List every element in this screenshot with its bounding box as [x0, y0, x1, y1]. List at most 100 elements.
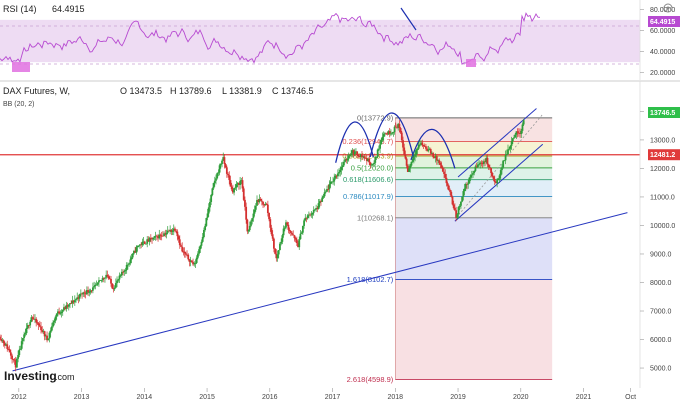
fib-zone	[395, 279, 553, 380]
candle-body	[43, 331, 46, 337]
close-value: C 13746.5	[272, 86, 314, 96]
candle-body	[356, 151, 359, 155]
candle-body	[229, 180, 232, 187]
candle-body	[116, 280, 118, 284]
candle-body	[250, 221, 252, 226]
candle-body	[338, 172, 340, 174]
candle-body	[190, 260, 193, 263]
candle-body	[117, 279, 120, 281]
candle-body	[301, 225, 304, 233]
candle-body	[320, 201, 322, 203]
gear-icon[interactable]	[663, 3, 673, 13]
candle-body	[311, 212, 314, 215]
candle-body	[482, 161, 485, 164]
candle-body	[273, 238, 275, 249]
rsi-divergence-line	[400, 7, 417, 31]
candle-body	[426, 148, 429, 151]
fib-zone	[395, 117, 553, 142]
candle-body	[415, 150, 418, 155]
candle-body	[469, 175, 472, 178]
candle-body	[505, 154, 508, 156]
head-and-shoulders-pattern	[335, 112, 456, 169]
candle-body	[238, 183, 240, 185]
candle-body	[507, 149, 509, 155]
candle-body	[81, 293, 83, 295]
candle-body	[174, 228, 176, 231]
candle-body	[317, 203, 320, 210]
candle-body	[340, 167, 343, 170]
x-tick-label: 2012	[11, 394, 27, 401]
price-y-tick-label: 12000.0	[650, 166, 675, 173]
candle-body	[295, 239, 298, 244]
candle-body	[131, 253, 134, 258]
price-y-tick-label: 5000.0	[650, 366, 672, 373]
candle-body	[194, 262, 197, 264]
candle-body	[230, 186, 233, 190]
candle-body	[60, 311, 63, 314]
candle-body	[381, 136, 384, 141]
candle-body	[342, 161, 345, 166]
rsi-value-tag: 64.4915	[650, 19, 675, 26]
candle-body	[438, 160, 441, 163]
candle-body	[501, 167, 503, 171]
candle-body	[335, 175, 338, 177]
candle-body	[175, 230, 178, 232]
candle-body	[213, 180, 216, 184]
candle-body	[87, 290, 89, 293]
high-value: H 13789.6	[170, 86, 212, 96]
candle-body	[253, 209, 256, 214]
candle-body	[417, 144, 420, 149]
candle-body	[458, 205, 461, 208]
candle-body	[149, 237, 152, 239]
candle-body	[304, 217, 307, 221]
candle-body	[108, 278, 111, 280]
candle-body	[83, 292, 86, 294]
fib-level-label: 1.618(8102.7)	[347, 275, 394, 284]
candle-body	[460, 201, 462, 206]
candle-body	[499, 170, 502, 176]
candle-body	[394, 126, 397, 128]
candle-body	[120, 271, 123, 276]
candle-body	[435, 156, 438, 161]
candle-body	[336, 173, 339, 177]
candle-body	[218, 165, 221, 173]
candle-body	[393, 126, 396, 133]
candle-body	[110, 278, 112, 284]
candle-body	[199, 245, 202, 250]
candle-body	[504, 155, 507, 161]
candle-body	[384, 133, 386, 135]
x-tick-label: 2013	[74, 394, 90, 401]
candle-body	[217, 172, 220, 174]
candle-body	[205, 217, 208, 226]
candle-body	[368, 158, 371, 163]
candle-body	[124, 270, 127, 272]
candle-body	[274, 248, 277, 254]
candle-body	[154, 235, 157, 237]
candle-body	[158, 234, 161, 239]
candle-body	[224, 164, 227, 168]
candle-body	[198, 249, 200, 254]
candle-body	[457, 207, 460, 215]
candle-body	[450, 191, 453, 197]
candle-body	[425, 146, 427, 149]
candle-body	[258, 198, 261, 202]
candle-body	[470, 174, 473, 176]
candle-body	[98, 280, 100, 283]
fib-zone	[395, 179, 553, 197]
candle-body	[96, 282, 99, 285]
candle-body	[332, 181, 334, 183]
candle-body	[195, 257, 198, 263]
candle-body	[444, 174, 447, 178]
candle-body	[461, 196, 464, 202]
rsi-line	[0, 12, 541, 65]
fib-level-label: 0(13772.9)	[357, 113, 394, 122]
candle-body	[399, 128, 402, 133]
candle-body	[454, 208, 456, 211]
candle-body	[168, 230, 170, 232]
rsi-y-tick-label: 20.0000	[650, 70, 675, 77]
candle-body	[107, 276, 110, 279]
candle-body	[439, 162, 442, 165]
candle-body	[473, 170, 476, 174]
candle-body	[341, 165, 344, 168]
